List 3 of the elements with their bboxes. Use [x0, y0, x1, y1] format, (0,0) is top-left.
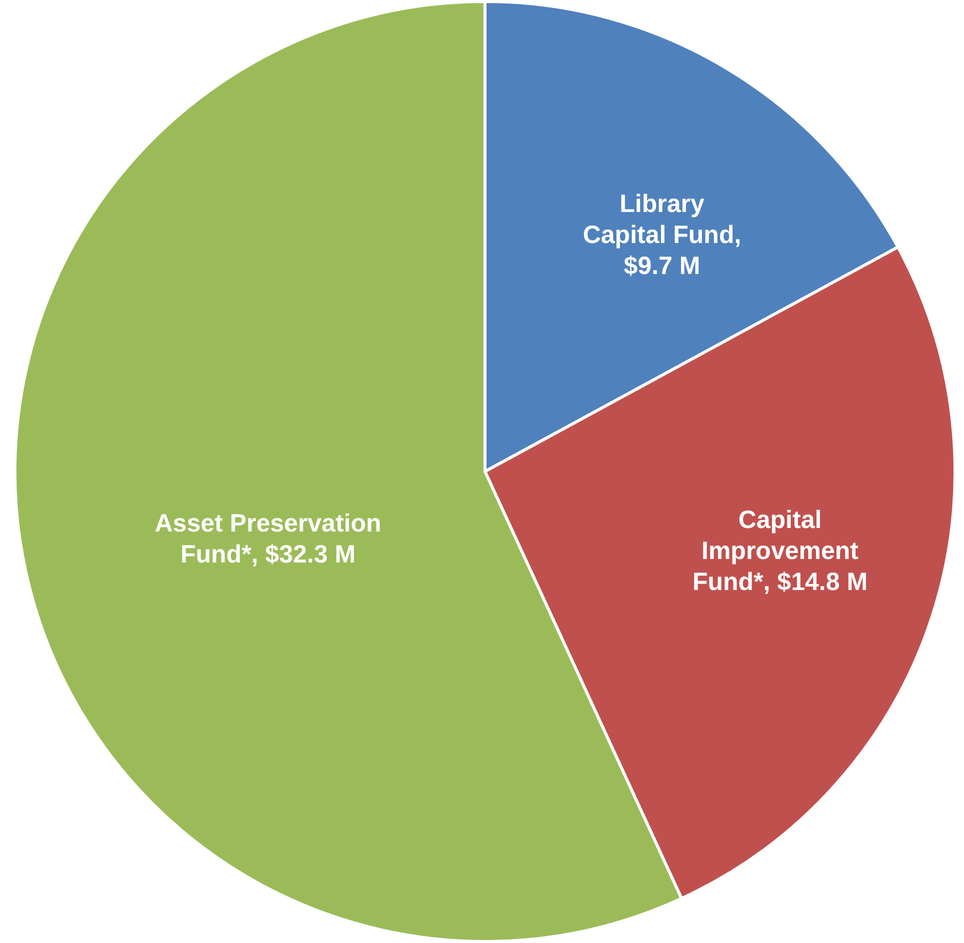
- slice-label: Capital Improvement Fund*, $14.8 M: [692, 506, 868, 596]
- slice-label: Library Capital Fund, $9.7 M: [582, 190, 742, 280]
- slice-label: Asset Preservation Fund*, $32.3 M: [154, 509, 382, 568]
